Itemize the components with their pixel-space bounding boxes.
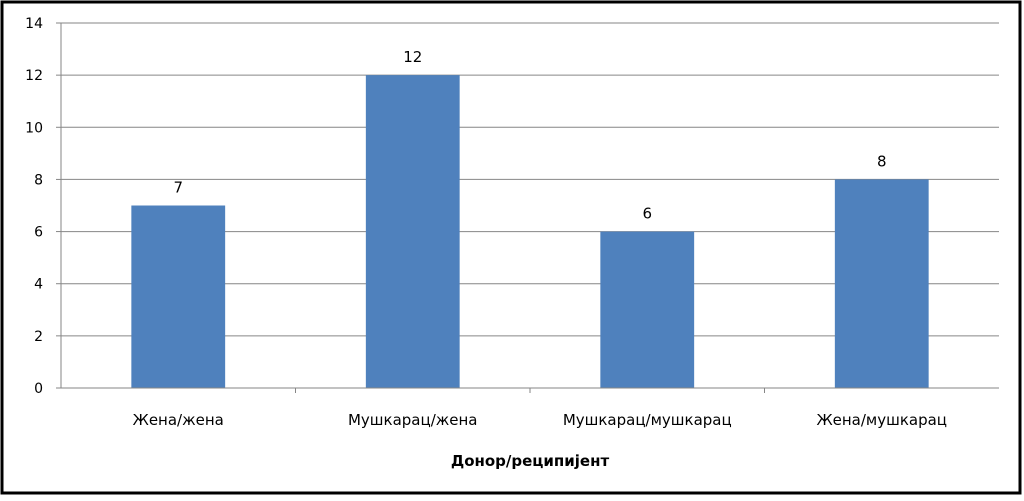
data-label: 7 bbox=[173, 179, 183, 197]
bar bbox=[834, 179, 929, 388]
y-tick-label: 6 bbox=[34, 225, 43, 241]
labels: 0 2 4 6 8 10 12 14 7 Жена/жена 12 Мушкарац/жена 6 Муш… bbox=[25, 16, 947, 429]
y-tick-label: 4 bbox=[34, 277, 43, 293]
y-tick-label: 2 bbox=[34, 329, 43, 345]
x-category-label: Жена/мушкарац bbox=[816, 411, 947, 429]
y-tick-label: 14 bbox=[25, 16, 43, 32]
y-tick-label: 10 bbox=[25, 120, 43, 136]
bar bbox=[365, 75, 460, 389]
x-category-label: Мушкарац/жена bbox=[348, 411, 478, 429]
axes bbox=[56, 22, 999, 393]
y-tick-label: 0 bbox=[34, 381, 43, 397]
x-category-label: Мушкарац/мушкарац bbox=[563, 411, 732, 429]
bar bbox=[600, 231, 695, 388]
y-tick-label: 12 bbox=[25, 68, 43, 84]
bar-series bbox=[131, 75, 929, 389]
data-label: 6 bbox=[642, 205, 652, 223]
data-label: 12 bbox=[403, 48, 422, 66]
bar bbox=[131, 205, 226, 388]
y-tick-label: 8 bbox=[34, 172, 43, 188]
data-label: 8 bbox=[877, 152, 887, 170]
x-category-label: Жена/жена bbox=[133, 411, 224, 429]
x-axis-title: Донор/реципијент bbox=[451, 452, 610, 470]
